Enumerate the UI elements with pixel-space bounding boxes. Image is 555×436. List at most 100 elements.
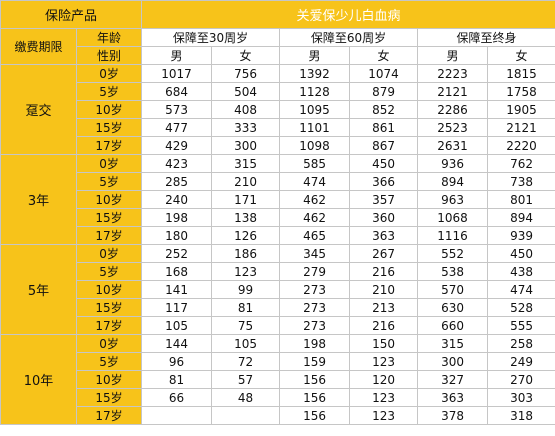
premium-cell: 1392 [279,64,351,83]
premium-cell: 2121 [487,118,555,137]
age-cell: 5岁 [75,352,143,371]
premium-cell: 72 [211,352,281,371]
table-row: 10岁 240 171 462 357 963 801 [1,190,555,209]
premium-cell: 171 [211,190,281,209]
premium-cell: 357 [349,190,419,209]
premium-cell: 801 [487,190,555,209]
payment-period-cell: 5年 [0,244,77,335]
premium-cell: 450 [487,244,555,263]
premium-cell: 279 [279,262,351,281]
premium-cell: 438 [487,262,555,281]
table-row: 10岁 81 57 156 120 327 270 [1,370,555,389]
table-row: 17岁 180 126 465 363 1116 939 [1,226,555,245]
premium-cell: 504 [211,82,281,101]
premium-cell: 123 [349,388,419,407]
premium-cell: 538 [417,262,489,281]
premium-cell: 120 [349,370,419,389]
premium-cell: 408 [211,100,281,119]
premium-cell: 186 [211,244,281,263]
premium-cell: 477 [141,118,213,137]
plan-header-60: 保障至60周岁 [279,28,419,47]
payment-period-cell: 10年 [0,334,77,425]
premium-cell: 198 [141,208,213,227]
payment-period-header: 缴费期限 [0,28,77,65]
age-cell: 17岁 [75,316,143,335]
premium-cell: 216 [349,262,419,281]
table-row: 17岁 156 123 378 318 [1,406,555,425]
premium-cell: 474 [279,172,351,191]
premium-cell: 249 [487,352,555,371]
premium-cell: 99 [211,280,281,299]
age-cell: 15岁 [75,298,143,317]
table-row: 10岁 573 408 1095 852 2286 1905 [1,100,555,119]
table-row: 10岁 141 99 273 210 570 474 [1,280,555,299]
premium-cell: 333 [211,118,281,137]
premium-cell: 327 [417,370,489,389]
premium-cell: 273 [279,280,351,299]
table-row: 3年 0岁 423 315 585 450 936 762 [0,154,555,245]
premium-cell: 318 [487,406,555,425]
gender-female: 女 [349,46,419,65]
premium-cell: 210 [211,172,281,191]
premium-cell: 123 [211,262,281,281]
premium-cell: 123 [349,406,419,425]
premium-cell: 315 [417,334,489,353]
premium-cell: 156 [279,388,351,407]
premium-cell: 879 [349,82,419,101]
premium-cell: 75 [211,316,281,335]
age-cell: 15岁 [75,208,143,227]
premium-cell: 117 [141,298,213,317]
premium-cell: 81 [141,370,213,389]
premium-cell: 180 [141,226,213,245]
premium-cell: 105 [141,316,213,335]
premium-cell: 156 [279,406,351,425]
premium-cell: 168 [141,262,213,281]
table-row: 5岁 285 210 474 366 894 738 [1,172,555,191]
premium-cell: 1905 [487,100,555,119]
premium-cell: 315 [211,154,281,173]
premium-cell: 465 [279,226,351,245]
premium-cell: 216 [349,316,419,335]
premium-cell: 273 [279,316,351,335]
premium-cell: 573 [141,100,213,119]
premium-cell: 861 [349,118,419,137]
premium-cell: 126 [211,226,281,245]
premium-cell [211,406,281,425]
premium-cell: 738 [487,172,555,191]
premium-cell: 660 [417,316,489,335]
premium-cell: 2220 [487,136,555,155]
premium-cell: 363 [417,388,489,407]
premium-cell: 570 [417,280,489,299]
age-cell: 17岁 [75,136,143,155]
premium-cell: 852 [349,100,419,119]
premium-cell: 936 [417,154,489,173]
premium-cell: 867 [349,136,419,155]
premium-cell: 81 [211,298,281,317]
premium-cell: 123 [349,352,419,371]
premium-cell: 285 [141,172,213,191]
premium-cell: 462 [279,190,351,209]
table-row: 15岁 66 48 156 123 363 303 [1,388,555,407]
premium-cell: 378 [417,406,489,425]
age-cell: 0岁 [75,64,143,83]
premium-cell: 2523 [417,118,489,137]
age-cell: 17岁 [75,406,143,425]
premium-cell: 150 [349,334,419,353]
table-row: 17岁 429 300 1098 867 2631 2220 [1,136,555,155]
age-cell: 10岁 [75,190,143,209]
premium-cell: 528 [487,298,555,317]
table-row: 5岁 168 123 279 216 538 438 [1,262,555,281]
premium-cell: 273 [279,298,351,317]
premium-cell: 894 [417,172,489,191]
premium-cell: 366 [349,172,419,191]
gender-male: 男 [279,46,351,65]
table-row: 15岁 117 81 273 213 630 528 [1,298,555,317]
age-cell: 10岁 [75,100,143,119]
age-cell: 15岁 [75,388,143,407]
premium-cell: 240 [141,190,213,209]
gender-male: 男 [141,46,213,65]
premium-cell: 198 [279,334,351,353]
premium-cell: 360 [349,208,419,227]
premium-cell: 429 [141,136,213,155]
premium-cell: 144 [141,334,213,353]
